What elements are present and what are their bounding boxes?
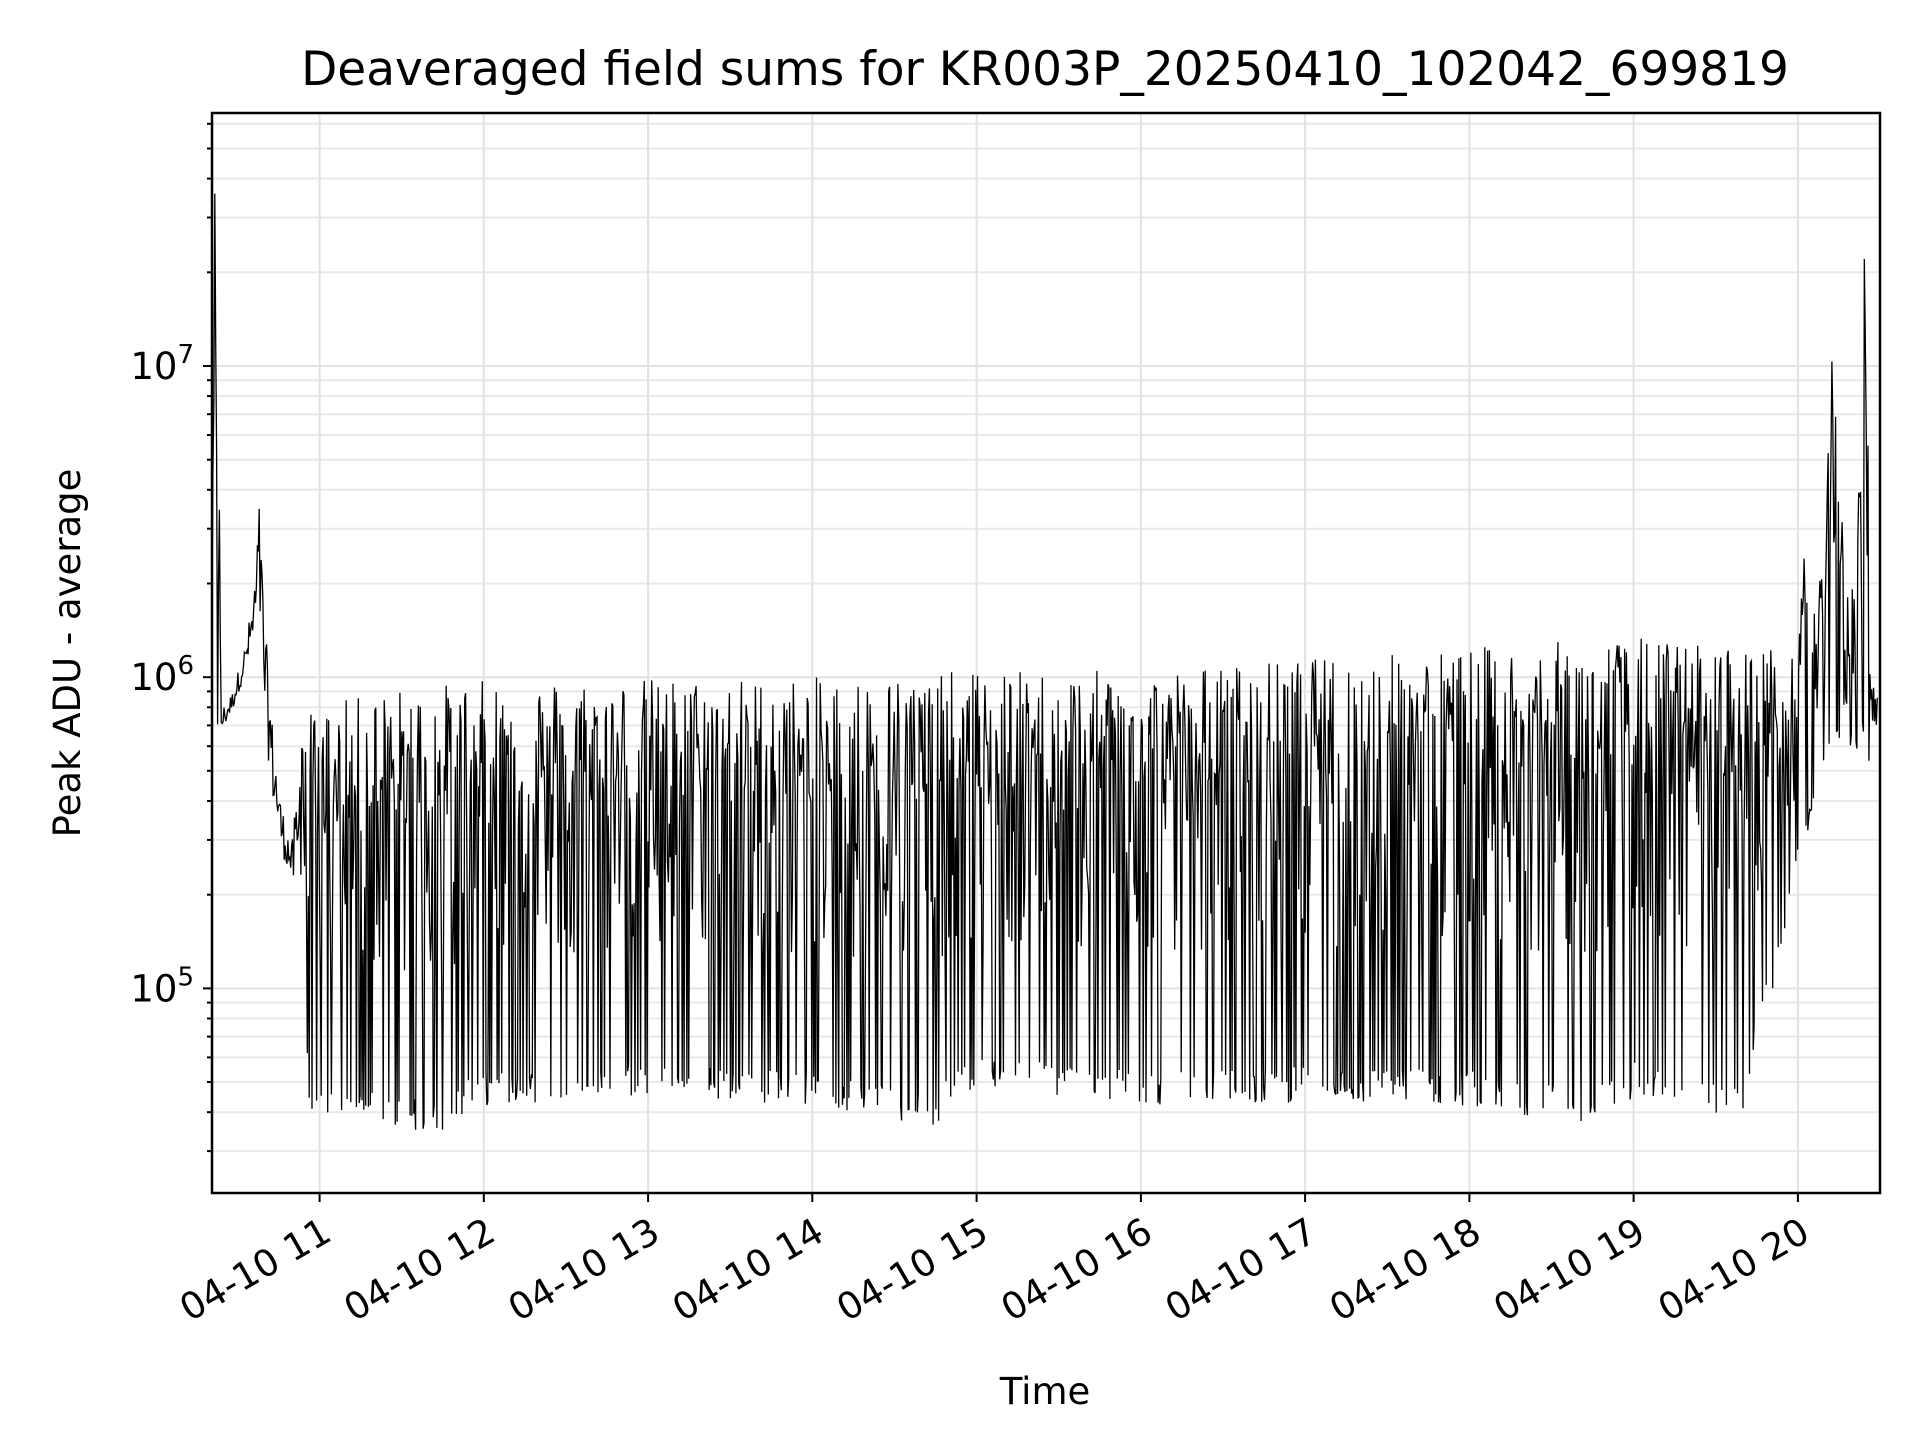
plot-area-frame xyxy=(210,111,1882,1195)
y-tick-label: 106 xyxy=(130,651,194,699)
x-axis-label: Time xyxy=(999,1370,1091,1413)
series-line xyxy=(211,193,1878,1130)
chart-title: Deaveraged field sums for KR003P_2025041… xyxy=(301,42,1789,97)
y-axis-label: Peak ADU - average xyxy=(46,469,89,838)
y-axis-ticks: 105 106 107 xyxy=(130,122,212,1153)
series-layer xyxy=(211,193,1878,1130)
y-tick-label: 105 xyxy=(130,962,194,1010)
y-tick-label: 107 xyxy=(130,340,194,388)
